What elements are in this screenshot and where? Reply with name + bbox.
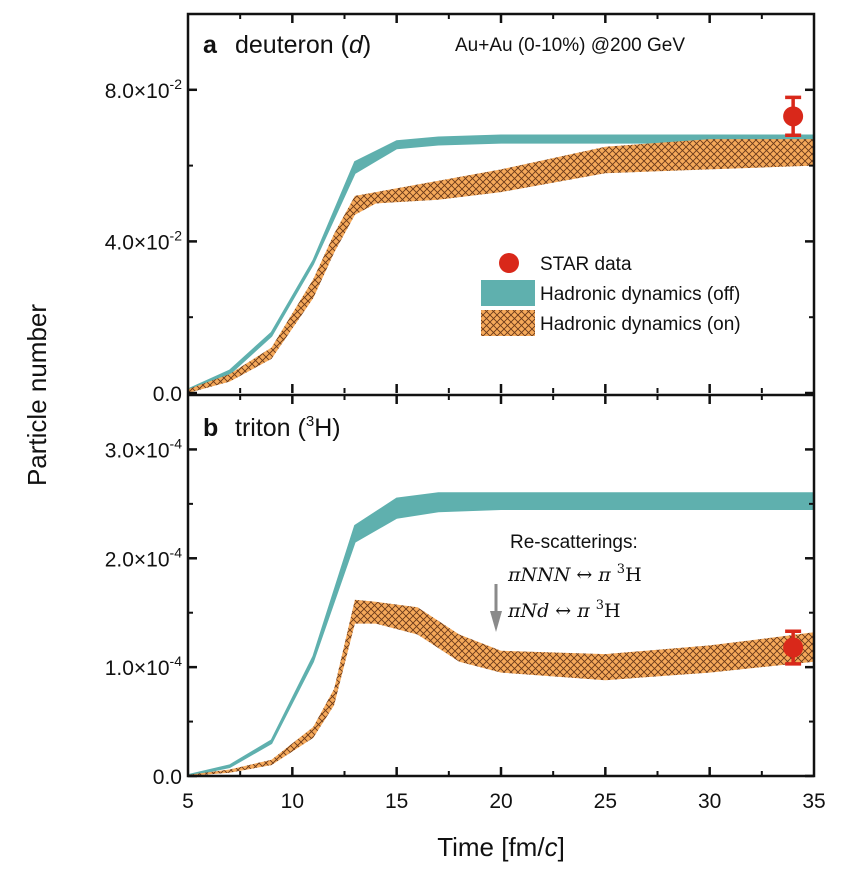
y-tick-label-a: 4.0×10-2 xyxy=(105,227,182,254)
panel-b-title-sup: 3 xyxy=(306,413,314,430)
rescattering-line-2-sup: 3 xyxy=(596,598,604,613)
y-tick-label-a: 8.0×10-2 xyxy=(105,76,182,103)
panel-a-title: deuteron (d) xyxy=(235,31,371,59)
x-axis-title-suffix: ] xyxy=(558,832,565,862)
y-tick-label-exponent: -4 xyxy=(170,544,183,560)
legend-entry-on: Hadronic dynamics (on) xyxy=(481,310,741,336)
y-tick-label-b: 0.0 xyxy=(153,766,182,789)
panel-b-letter: b xyxy=(203,414,218,442)
y-tick-label-mantissa: 1.0×10 xyxy=(105,657,170,680)
rescattering-line-2: πNd ↔ π 3H xyxy=(507,598,621,622)
x-tick-label: 5 xyxy=(182,790,194,813)
panel-a-letter: a xyxy=(203,31,218,59)
panel-a-title-italic: d xyxy=(349,31,364,59)
y-tick-label-mantissa: 3.0×10 xyxy=(105,439,170,462)
x-axis-title: Time [fm/c] xyxy=(437,832,565,862)
rescattering-line-1-arrow: ↔ xyxy=(576,564,592,586)
y-tick-label-a: 0.0 xyxy=(153,383,182,406)
rescattering-line-2-rhs: H xyxy=(604,600,621,622)
panel-a-title-close: ) xyxy=(363,31,371,59)
x-tick-label: 35 xyxy=(802,790,825,813)
star-data-point-a xyxy=(783,106,804,127)
collision-system-annotation: Au+Au (0-10%) @200 GeV xyxy=(455,35,685,56)
rescattering-annotation: Re-scatterings: πNNN ↔ π 3H πNd ↔ π 3H xyxy=(490,532,642,632)
panel-b-title: triton (3H) xyxy=(235,413,341,442)
band-b-hadronic-on xyxy=(188,599,814,776)
y-tick-label-exponent: -2 xyxy=(170,227,183,243)
y-tick-label-mantissa: 2.0×10 xyxy=(105,548,170,571)
y-tick-label-mantissa: 0.0 xyxy=(153,383,182,406)
panel-b-title-close: H) xyxy=(314,414,340,442)
x-axis-title-italic: c xyxy=(545,832,558,862)
y-tick-label-mantissa: 0.0 xyxy=(153,766,182,789)
y-tick-label-exponent: -4 xyxy=(170,435,183,451)
rescattering-line-1-lhs: πNNN xyxy=(507,564,572,586)
legend-entry-star: STAR data xyxy=(499,253,632,275)
legend-off-swatch xyxy=(481,280,535,306)
legend-off-label: Hadronic dynamics (off) xyxy=(540,284,740,305)
rescattering-line-1-rhs: H xyxy=(625,564,642,586)
y-tick-label-mantissa: 4.0×10 xyxy=(105,231,170,254)
panel-a: 0.04.0×10-28.0×10-2 a deuteron (d) Au+Au… xyxy=(105,14,814,406)
y-tick-label-exponent: -4 xyxy=(170,653,183,669)
rescattering-line-2-arrow: ↔ xyxy=(555,600,571,622)
y-tick-label-exponent: -2 xyxy=(170,76,183,92)
rescattering-line-1-sup: 3 xyxy=(617,562,625,577)
rescattering-line-2-pi: π xyxy=(576,600,590,622)
rescattering-line-1-pi: π xyxy=(597,564,611,586)
x-tick-label: 20 xyxy=(489,790,512,813)
x-tick-label: 30 xyxy=(698,790,721,813)
star-data-point-b xyxy=(783,637,804,658)
band-a-hadronic-on xyxy=(188,139,814,393)
legend-on-swatch xyxy=(481,310,535,336)
panel-b: 0.01.0×10-42.0×10-43.0×10-4 b triton (3H… xyxy=(105,395,814,789)
band-b-hadronic-off xyxy=(188,492,814,776)
x-axis-title-prefix: Time [fm/ xyxy=(437,832,545,862)
rescattering-line-2-lhs: πNd xyxy=(507,600,549,622)
rescattering-line-1: πNNN ↔ π 3H xyxy=(507,562,642,586)
x-tick-label: 15 xyxy=(385,790,408,813)
y-tick-label-b: 2.0×10-4 xyxy=(105,544,182,571)
rescattering-title: Re-scatterings: xyxy=(510,532,638,553)
y-tick-label-b: 1.0×10-4 xyxy=(105,653,182,680)
legend-star-label: STAR data xyxy=(540,254,632,275)
legend-entry-off: Hadronic dynamics (off) xyxy=(481,280,740,306)
legend-star-marker xyxy=(499,253,519,273)
y-tick-label-mantissa: 8.0×10 xyxy=(105,80,170,103)
panel-b-title-main: triton ( xyxy=(235,414,307,442)
y-axis-title: Particle number xyxy=(22,304,52,486)
panel-a-title-main: deuteron ( xyxy=(235,31,350,59)
legend-on-label: Hadronic dynamics (on) xyxy=(540,314,741,335)
legend: STAR data Hadronic dynamics (off) Hadron… xyxy=(481,253,741,336)
x-tick-label: 25 xyxy=(594,790,617,813)
y-tick-label-b: 3.0×10-4 xyxy=(105,435,182,462)
x-tick-label: 10 xyxy=(281,790,304,813)
down-arrow-icon xyxy=(490,611,502,632)
band-a-hadronic-off xyxy=(188,134,814,392)
